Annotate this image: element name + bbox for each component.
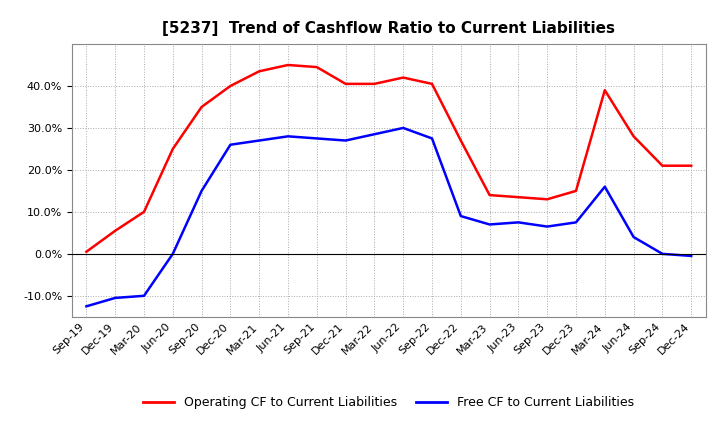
- Operating CF to Current Liabilities: [226, 83, 235, 88]
- Free CF to Current Liabilities: [572, 220, 580, 225]
- Operating CF to Current Liabilities: [370, 81, 379, 87]
- Operating CF to Current Liabilities: [341, 81, 350, 87]
- Title: [5237]  Trend of Cashflow Ratio to Current Liabilities: [5237] Trend of Cashflow Ratio to Curren…: [162, 21, 616, 36]
- Free CF to Current Liabilities: [485, 222, 494, 227]
- Operating CF to Current Liabilities: [572, 188, 580, 194]
- Free CF to Current Liabilities: [82, 304, 91, 309]
- Operating CF to Current Liabilities: [514, 194, 523, 200]
- Line: Operating CF to Current Liabilities: Operating CF to Current Liabilities: [86, 65, 691, 252]
- Free CF to Current Liabilities: [226, 142, 235, 147]
- Line: Free CF to Current Liabilities: Free CF to Current Liabilities: [86, 128, 691, 306]
- Operating CF to Current Liabilities: [255, 69, 264, 74]
- Operating CF to Current Liabilities: [284, 62, 292, 68]
- Free CF to Current Liabilities: [629, 235, 638, 240]
- Free CF to Current Liabilities: [428, 136, 436, 141]
- Operating CF to Current Liabilities: [456, 138, 465, 143]
- Free CF to Current Liabilities: [255, 138, 264, 143]
- Operating CF to Current Liabilities: [82, 249, 91, 254]
- Operating CF to Current Liabilities: [197, 104, 206, 110]
- Operating CF to Current Liabilities: [543, 197, 552, 202]
- Operating CF to Current Liabilities: [399, 75, 408, 80]
- Operating CF to Current Liabilities: [140, 209, 148, 215]
- Legend: Operating CF to Current Liabilities, Free CF to Current Liabilities: Operating CF to Current Liabilities, Fre…: [138, 391, 639, 414]
- Free CF to Current Liabilities: [168, 251, 177, 257]
- Operating CF to Current Liabilities: [658, 163, 667, 169]
- Free CF to Current Liabilities: [197, 188, 206, 194]
- Free CF to Current Liabilities: [399, 125, 408, 131]
- Free CF to Current Liabilities: [600, 184, 609, 189]
- Free CF to Current Liabilities: [312, 136, 321, 141]
- Operating CF to Current Liabilities: [687, 163, 696, 169]
- Free CF to Current Liabilities: [341, 138, 350, 143]
- Free CF to Current Liabilities: [514, 220, 523, 225]
- Operating CF to Current Liabilities: [168, 146, 177, 151]
- Free CF to Current Liabilities: [658, 251, 667, 257]
- Free CF to Current Liabilities: [687, 253, 696, 259]
- Free CF to Current Liabilities: [543, 224, 552, 229]
- Operating CF to Current Liabilities: [428, 81, 436, 87]
- Free CF to Current Liabilities: [140, 293, 148, 298]
- Operating CF to Current Liabilities: [111, 228, 120, 233]
- Operating CF to Current Liabilities: [312, 64, 321, 70]
- Operating CF to Current Liabilities: [629, 134, 638, 139]
- Free CF to Current Liabilities: [284, 134, 292, 139]
- Free CF to Current Liabilities: [111, 295, 120, 301]
- Operating CF to Current Liabilities: [485, 192, 494, 198]
- Free CF to Current Liabilities: [456, 213, 465, 219]
- Free CF to Current Liabilities: [370, 132, 379, 137]
- Operating CF to Current Liabilities: [600, 88, 609, 93]
